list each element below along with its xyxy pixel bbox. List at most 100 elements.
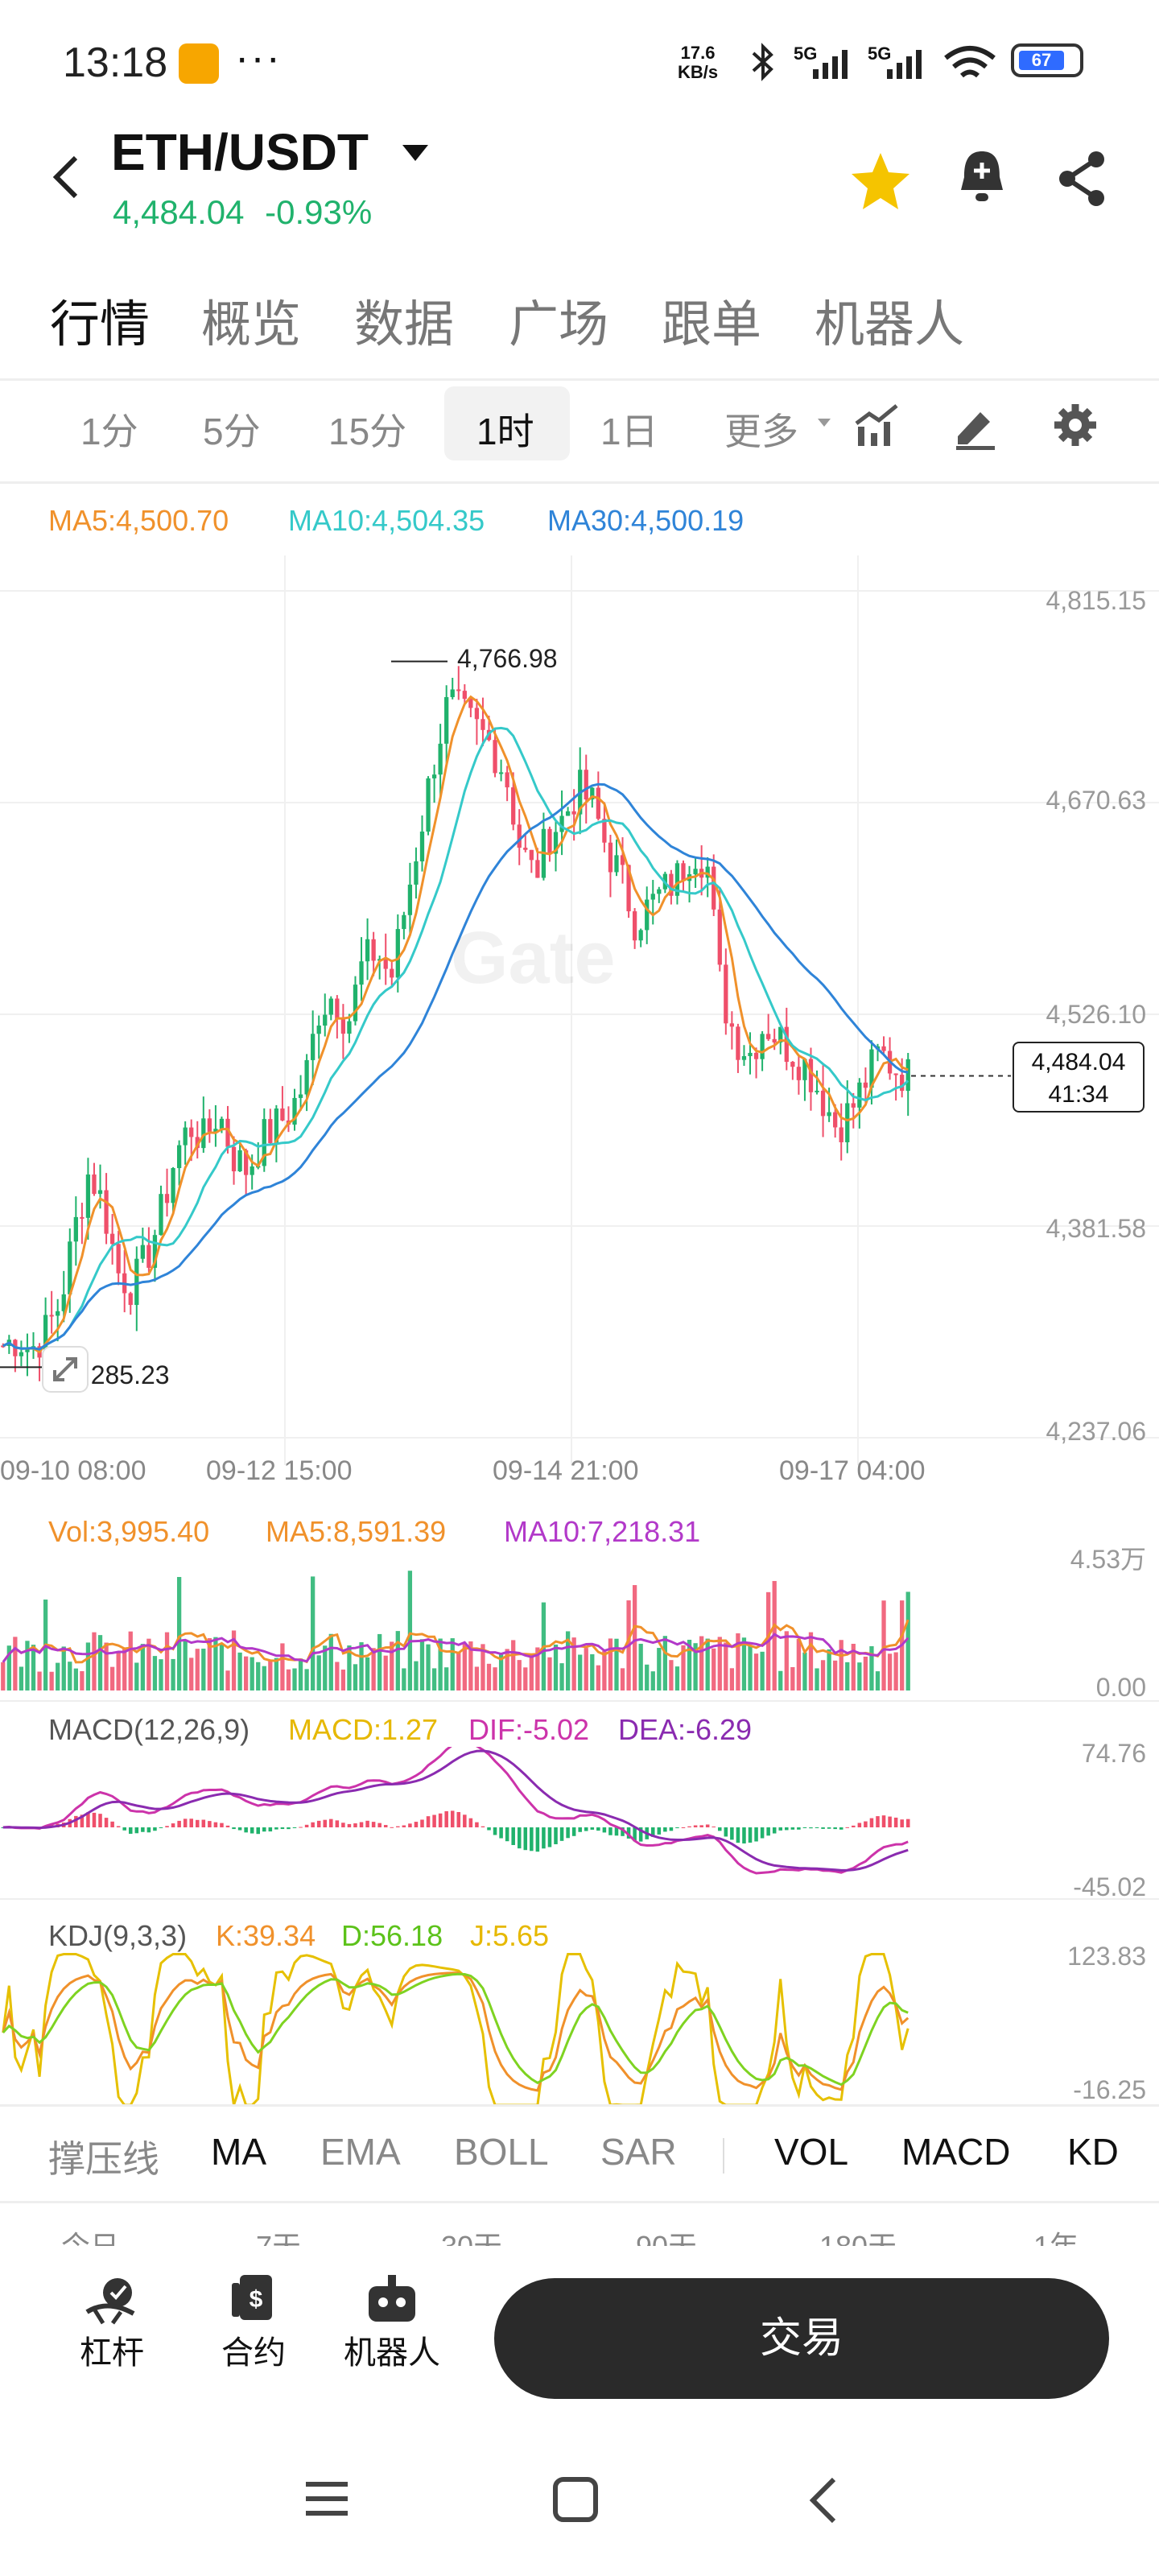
macd-histogram-bar xyxy=(742,1827,746,1844)
legend-dea: DEA:-6.29 xyxy=(618,1713,753,1746)
macd-histogram-bar xyxy=(468,1818,473,1827)
volume-bar xyxy=(37,1671,42,1690)
candle-body xyxy=(778,1026,783,1042)
favorite-star-icon[interactable] xyxy=(848,150,913,211)
leverage-icon[interactable] xyxy=(84,2275,140,2325)
indicator-tab-kdj[interactable]: KD xyxy=(1067,2131,1119,2173)
timeframe-1m[interactable]: 1分 xyxy=(80,411,138,452)
trade-button[interactable]: 交易 xyxy=(494,2278,1109,2399)
timeframe-1d[interactable]: 1日 xyxy=(600,411,658,452)
candle-body xyxy=(152,1235,158,1268)
candle-body xyxy=(547,828,552,854)
macd-histogram-bar xyxy=(699,1825,703,1827)
volume-bar xyxy=(645,1664,650,1690)
volume-bar xyxy=(19,1666,24,1690)
bots-button[interactable]: 机器人 xyxy=(344,2335,440,2371)
volume-bar xyxy=(213,1637,218,1690)
candle-body xyxy=(602,819,607,843)
timeframe-more[interactable]: 更多 xyxy=(724,411,798,452)
indicator-tab-ma[interactable]: MA xyxy=(211,2131,266,2173)
volume-bar xyxy=(316,1655,321,1690)
robot-icon[interactable] xyxy=(364,2272,420,2325)
candle-body xyxy=(390,968,394,978)
volume-bar xyxy=(559,1663,564,1690)
chevron-down-icon[interactable] xyxy=(402,145,428,161)
futures-button[interactable]: 合约 xyxy=(221,2335,286,2371)
indicator-tab-ema[interactable]: EMA xyxy=(320,2131,401,2173)
indicator-tab-support-resistance[interactable]: 撑压线 xyxy=(48,2138,159,2180)
candle-body xyxy=(784,1026,789,1063)
candle-body xyxy=(753,1052,759,1059)
macd-histogram-bar xyxy=(499,1827,503,1839)
timeframe-5m[interactable]: 5分 xyxy=(203,411,261,452)
candle-body xyxy=(772,1038,777,1042)
indicator-tab-vol[interactable]: VOL xyxy=(774,2131,849,2173)
macd-histogram-bar xyxy=(590,1827,595,1830)
indicator-settings-icon[interactable] xyxy=(853,402,901,451)
macd-histogram-bar xyxy=(869,1818,874,1827)
expand-chart-icon[interactable] xyxy=(42,1346,89,1393)
indicator-tab-boll[interactable]: BOLL xyxy=(454,2131,549,2173)
gear-icon[interactable] xyxy=(1051,401,1099,449)
macd-histogram-bar xyxy=(833,1827,837,1830)
status-bar: 13:18 ··· 17.6 KB/s 5G 5G 67 xyxy=(0,0,1159,121)
macd-histogram-bar xyxy=(571,1827,576,1836)
macd-histogram-bar xyxy=(244,1827,248,1833)
futures-contract-icon[interactable]: $ xyxy=(229,2272,277,2325)
pair-title[interactable]: ETH/USDT xyxy=(111,123,369,181)
volume-bar xyxy=(553,1644,559,1690)
tab-copy-trade[interactable]: 跟单 xyxy=(662,297,762,353)
volume-bar xyxy=(863,1656,868,1690)
volume-bar xyxy=(431,1668,437,1690)
indicator-tab-macd[interactable]: MACD xyxy=(901,2131,1011,2173)
back-icon[interactable] xyxy=(806,2476,839,2524)
tab-bots[interactable]: 机器人 xyxy=(815,297,965,353)
volume-bar xyxy=(808,1632,814,1690)
macd-histogram-bar xyxy=(159,1827,163,1828)
macd-histogram-bar xyxy=(1,1827,6,1828)
volume-bar xyxy=(851,1643,856,1690)
tab-overview[interactable]: 概览 xyxy=(201,297,302,353)
candle-body xyxy=(523,848,528,850)
price-alert-bell-icon[interactable] xyxy=(955,148,1009,208)
share-icon[interactable] xyxy=(1054,148,1111,208)
volume-bar xyxy=(225,1670,230,1690)
indicator-tab-sar[interactable]: SAR xyxy=(600,2131,677,2173)
candlestick-chart[interactable] xyxy=(0,555,1159,1465)
volume-bar xyxy=(268,1661,273,1690)
volume-bar xyxy=(402,1668,406,1690)
cell-signal-icon xyxy=(813,50,848,79)
volume-bar xyxy=(73,1668,78,1690)
macd-histogram-bar xyxy=(547,1827,552,1847)
candle-body xyxy=(620,855,625,865)
volume-bar xyxy=(711,1648,716,1690)
macd-axis-top: 74.76 xyxy=(1081,1739,1146,1768)
volume-bar xyxy=(134,1662,139,1690)
macd-histogram-bar xyxy=(335,1820,340,1827)
tab-square[interactable]: 广场 xyxy=(509,297,609,353)
menu-icon[interactable] xyxy=(304,2479,349,2520)
macd-histogram-bar xyxy=(414,1822,419,1827)
home-icon[interactable] xyxy=(552,2476,599,2523)
macd-histogram-bar xyxy=(530,1827,534,1852)
leverage-button[interactable]: 杠杆 xyxy=(80,2335,144,2371)
timeframe-1h[interactable]: 1时 xyxy=(476,411,534,452)
volume-bar xyxy=(578,1654,583,1690)
volume-bar xyxy=(474,1666,480,1690)
tab-market[interactable]: 行情 xyxy=(50,297,151,353)
volume-bar xyxy=(61,1646,66,1690)
volume-bar xyxy=(25,1641,30,1690)
timeframe-15m[interactable]: 15分 xyxy=(328,411,407,452)
back-arrow-icon[interactable] xyxy=(48,153,84,201)
legend-k: K:39.34 xyxy=(216,1919,316,1952)
bluetooth-icon xyxy=(752,43,773,81)
tab-data[interactable]: 数据 xyxy=(354,297,455,353)
candle-body xyxy=(724,964,728,1024)
candle-body xyxy=(183,1127,188,1146)
percent-change: -0.93% xyxy=(265,193,373,231)
last-price: 4,484.04 xyxy=(113,193,245,231)
candle-body xyxy=(869,1049,874,1088)
volume-axis-bottom: 0.00 xyxy=(1095,1673,1146,1702)
drawing-tool-icon[interactable] xyxy=(951,402,1000,451)
volume-bar xyxy=(280,1643,285,1690)
